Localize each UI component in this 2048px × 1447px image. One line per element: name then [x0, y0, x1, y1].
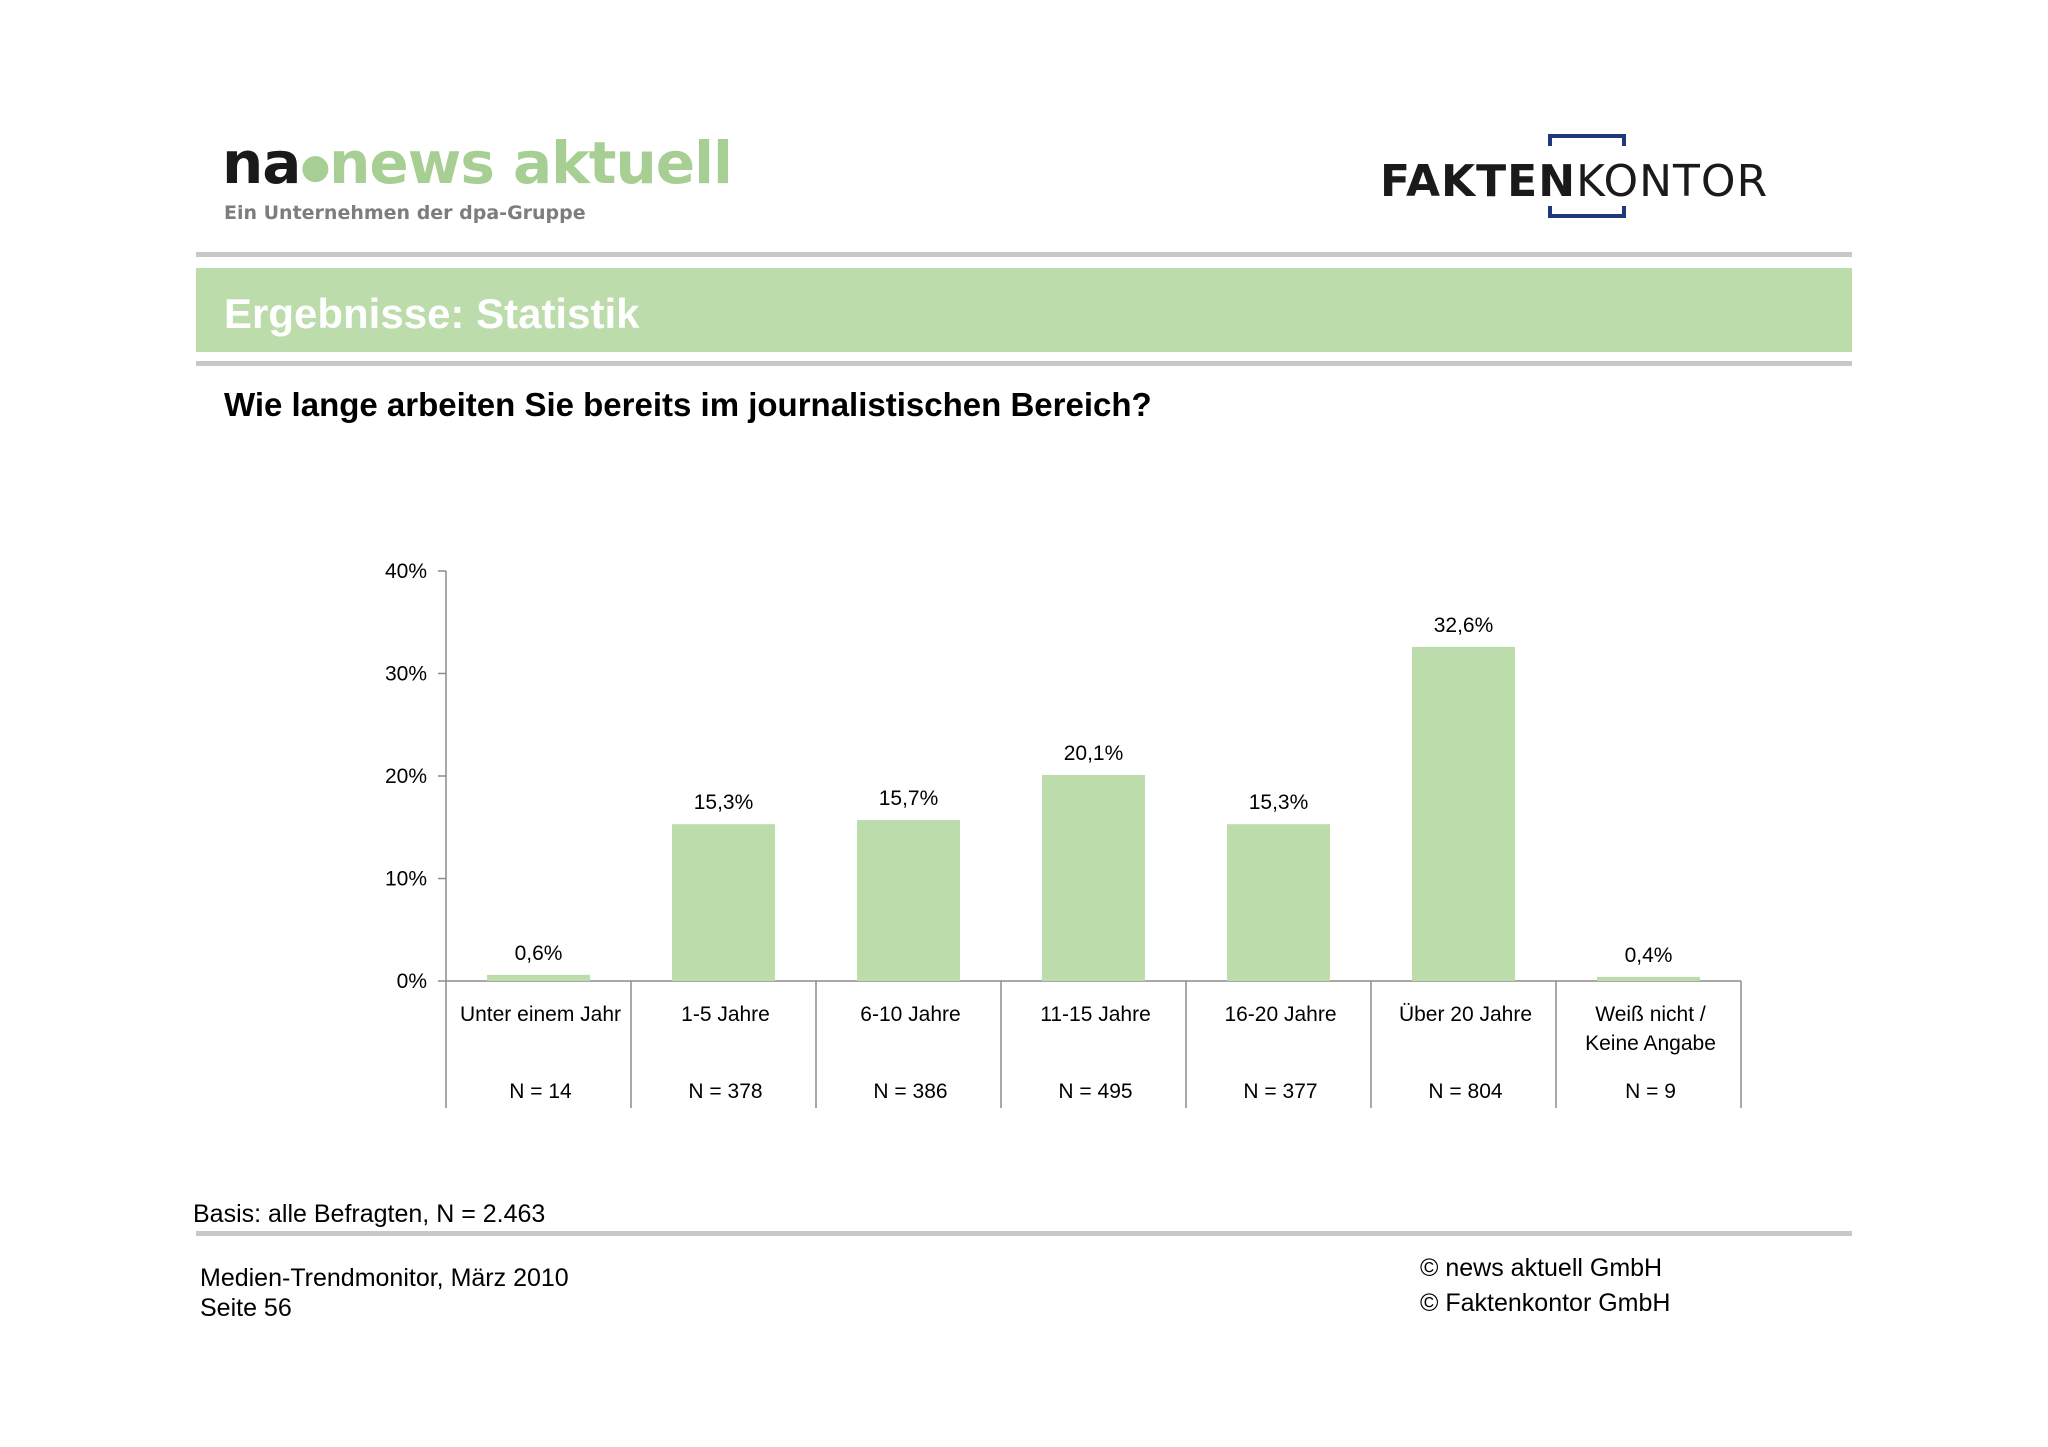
basis-note: Basis: alle Befragten, N = 2.463	[193, 1200, 546, 1228]
logo-dot-icon: ●	[300, 146, 330, 187]
footer-page-number: Seite 56	[200, 1294, 292, 1322]
bar-value-label: 15,3%	[1249, 791, 1309, 814]
logo-fk-thin: KONTOR	[1576, 156, 1769, 207]
x-category-label: 6-10 Jahre	[860, 1003, 960, 1026]
n-count-label: N = 378	[688, 1080, 762, 1103]
logo-subtitle: Ein Unternehmen der dpa-Gruppe	[224, 202, 586, 224]
news-aktuell-logo: na●news aktuell	[222, 134, 733, 192]
bar	[857, 820, 960, 981]
bar	[487, 974, 590, 981]
y-tick-label: 10%	[385, 868, 427, 891]
y-tick-label: 0%	[397, 970, 427, 993]
question-text: Wie lange arbeiten Sie bereits im journa…	[224, 386, 1152, 423]
logo-na-text: na	[222, 129, 301, 197]
x-category-label: 1-5 Jahre	[681, 1003, 770, 1026]
bar-value-label: 32,6%	[1434, 614, 1494, 637]
y-tick-label: 30%	[385, 663, 427, 686]
footer-rule	[196, 1231, 1852, 1236]
footer-copyright: © news aktuell GmbH © Faktenkontor GmbH	[1420, 1251, 1670, 1321]
title-rule	[196, 361, 1852, 366]
x-category-label: Unter einem Jahr	[460, 1003, 621, 1026]
faktenkontor-logo: FAKTENKONTOR	[1380, 132, 1800, 224]
logo-news-text: news aktuell	[329, 129, 733, 197]
bar	[1042, 774, 1145, 981]
bar-value-label: 0,4%	[1625, 944, 1673, 967]
bar-value-label: 15,3%	[694, 791, 754, 814]
x-category-label: Über 20 Jahre	[1399, 1003, 1532, 1026]
x-category-label: Weiß nicht /	[1595, 1003, 1706, 1026]
n-count-label: N = 14	[509, 1080, 572, 1103]
x-category-label: Keine Angabe	[1585, 1032, 1716, 1055]
n-count-label: N = 804	[1428, 1080, 1502, 1103]
y-tick-label: 40%	[385, 560, 427, 583]
footer-source-line: Medien-Trendmonitor, März 2010	[200, 1264, 569, 1292]
x-category-label: 11-15 Jahre	[1040, 1003, 1151, 1026]
copyright-news-aktuell: © news aktuell GmbH	[1420, 1254, 1663, 1282]
bar	[1412, 646, 1515, 981]
x-category-label: 16-20 Jahre	[1224, 1003, 1336, 1026]
n-count-label: N = 377	[1243, 1080, 1317, 1103]
bar-value-label: 0,6%	[515, 942, 563, 965]
bar	[1227, 824, 1330, 981]
section-title-band: Ergebnisse: Statistik	[196, 268, 1852, 352]
header-rule	[196, 252, 1852, 257]
bar-value-label: 20,1%	[1064, 742, 1124, 765]
section-title: Ergebnisse: Statistik	[224, 290, 640, 337]
logo-fk-bold: FAKTEN	[1380, 156, 1577, 207]
logo-bracket-top-icon	[1548, 134, 1626, 146]
copyright-faktenkontor: © Faktenkontor GmbH	[1420, 1289, 1671, 1317]
logo-bracket-bottom-icon	[1548, 206, 1626, 218]
faktenkontor-logo-text: FAKTENKONTOR	[1380, 156, 1768, 207]
n-count-label: N = 386	[873, 1080, 947, 1103]
footer-source: Medien-Trendmonitor, März 2010 Seite 56	[200, 1263, 569, 1323]
bar	[672, 824, 775, 981]
y-tick-label: 20%	[385, 765, 427, 788]
n-count-label: N = 9	[1625, 1080, 1676, 1103]
n-count-label: N = 495	[1058, 1080, 1132, 1103]
bar-value-label: 15,7%	[879, 787, 939, 810]
bar	[1597, 976, 1700, 981]
